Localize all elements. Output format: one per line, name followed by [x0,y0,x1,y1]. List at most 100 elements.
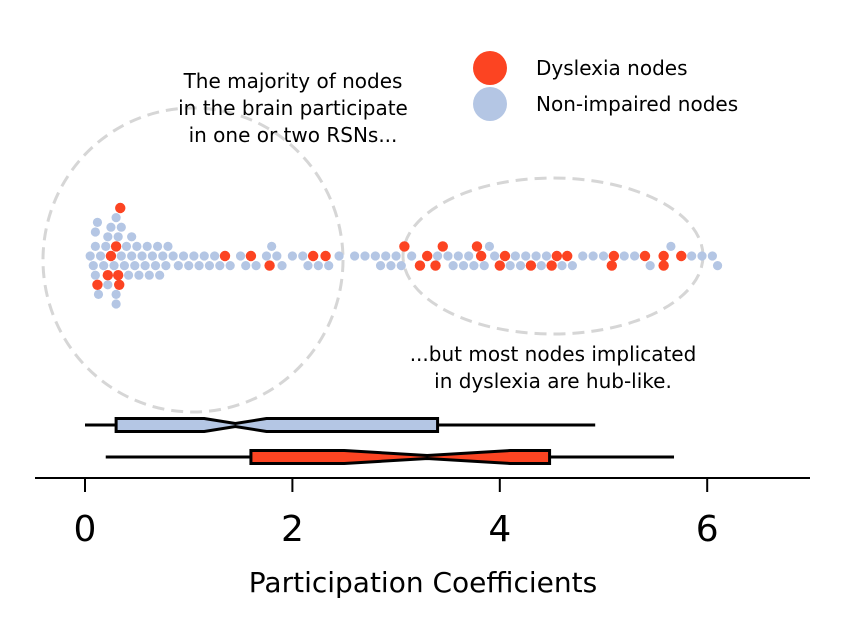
non-impaired-node-point [619,251,629,261]
dyslexia-node-point [245,250,257,262]
non-impaired-node-point [490,251,500,261]
non-impaired-node-point [350,251,360,261]
non-impaired-node-point [111,289,121,299]
dyslexia-node-point [525,260,537,271]
non-impaired-node-point [598,251,609,261]
dyslexia-node-point [102,270,114,281]
non-impaired-node-point [479,261,489,271]
non-impaired-node-point [147,251,158,261]
non-impaired-node-point [267,241,277,251]
non-impaired-node-point [158,251,168,261]
non-impaired-node-point [303,261,313,271]
non-impaired-node-point [168,251,178,261]
dyslexia-node-point [658,250,669,262]
non-impaired-node-point [453,251,463,261]
dyslexia-node-point [499,250,511,262]
non-impaired-node-point [109,261,119,271]
dyslexia-node-point [475,250,487,262]
boxplots [85,417,675,465]
non-impaired-node-point [381,251,391,261]
non-impaired-node-point [510,251,520,261]
non-impaired-node-point [189,251,199,261]
non-impaired-node-point [484,241,495,251]
swarm-points [85,202,723,309]
non-impaired-node-point [386,261,396,271]
dyslexia-node-point [399,241,410,252]
dyslexia-node-point [639,250,651,262]
dyslexia-node-point [414,260,426,271]
non-impaired-node-point [123,270,134,280]
non-impaired-node-point [588,251,598,261]
non-impaired-node-point [119,261,130,271]
dyslexia-node-point [562,250,573,262]
non-impaired-node-point [521,251,531,261]
legend-label-non-impaired: Non-impaired nodes [536,92,738,116]
non-impaired-node-point [111,213,121,223]
dyslexia-node-point [422,250,433,262]
non-impaired-node-point [173,261,183,271]
x-tick-label: 6 [696,509,719,550]
non-impaired-node-point [215,261,225,271]
non-impaired-node-point [375,261,386,271]
non-impaired-node-point [407,251,417,261]
non-impaired-node-point [666,241,676,251]
non-impaired-node-point [140,261,150,271]
x-tick-label: 4 [488,509,511,550]
x-tick-label: 2 [281,509,304,550]
non-impaired-node-point [630,251,640,261]
non-impaired-node-point [111,299,121,309]
cluster-outline-left [41,106,345,414]
non-impaired-node-point [85,251,95,261]
non-impaired-node-point [103,280,113,290]
non-impaired-node-point [360,251,370,261]
non-impaired-node-point [116,251,126,261]
non-impaired-node-point [505,261,515,271]
dyslexia-node-point [606,260,617,271]
dyslexia-node-point [471,241,483,252]
non-impaired-node-point [101,241,111,251]
non-impaired-node-point [645,261,655,271]
non-impaired-node-point [130,261,140,271]
dyslexia-node-point [658,260,669,271]
non-impaired-node-point [469,261,479,271]
non-impaired-node-point [178,251,189,261]
non-impaired-node-point [536,261,546,271]
non-impaired-node-point [531,251,541,261]
dyslexia-node-point [546,260,557,271]
x-axis-label: Participation Coefficients [249,566,597,599]
dyslexia-node-point [105,250,117,262]
non-impaired-node-point [391,251,401,261]
non-impaired-node-point [334,251,344,261]
boxplot-box-non-impaired [114,417,440,433]
non-impaired-node-point [150,261,161,271]
non-impaired-node-point [163,241,173,251]
non-impaired-node-point [90,241,100,251]
non-impaired-node-point [93,289,104,299]
dyslexia-node-point [307,250,319,262]
non-impaired-node-point [396,261,406,271]
non-impaired-node-point [251,261,261,271]
non-impaired-node-point [132,241,142,251]
non-impaired-node-point [127,251,137,261]
dyslexia-node-point [320,250,331,262]
non-impaired-node-point [194,261,204,271]
non-impaired-node-point [298,251,308,261]
dyslexia-node-point [112,270,124,281]
non-impaired-node-point [464,251,474,261]
non-impaired-node-point [161,261,171,271]
non-impaired-node-point [99,261,109,271]
non-impaired-node-point [241,261,251,271]
x-ticks: 0 2 4 6 [74,478,719,550]
non-impaired-node-point [155,270,165,280]
non-impaired-node-point [152,241,163,251]
non-impaired-node-point [272,251,282,261]
non-impaired-node-point [142,241,152,251]
dyslexia-node-point [608,250,620,262]
boxplot-box-dyslexia [249,449,552,465]
non-impaired-node-point [712,261,723,271]
x-tick-label: 0 [74,509,97,550]
dyslexia-node-point [494,260,505,271]
non-impaired-node-point [90,270,100,280]
annotation-top-line2: in the brain participate [178,96,408,120]
non-impaired-node-point [134,270,144,280]
